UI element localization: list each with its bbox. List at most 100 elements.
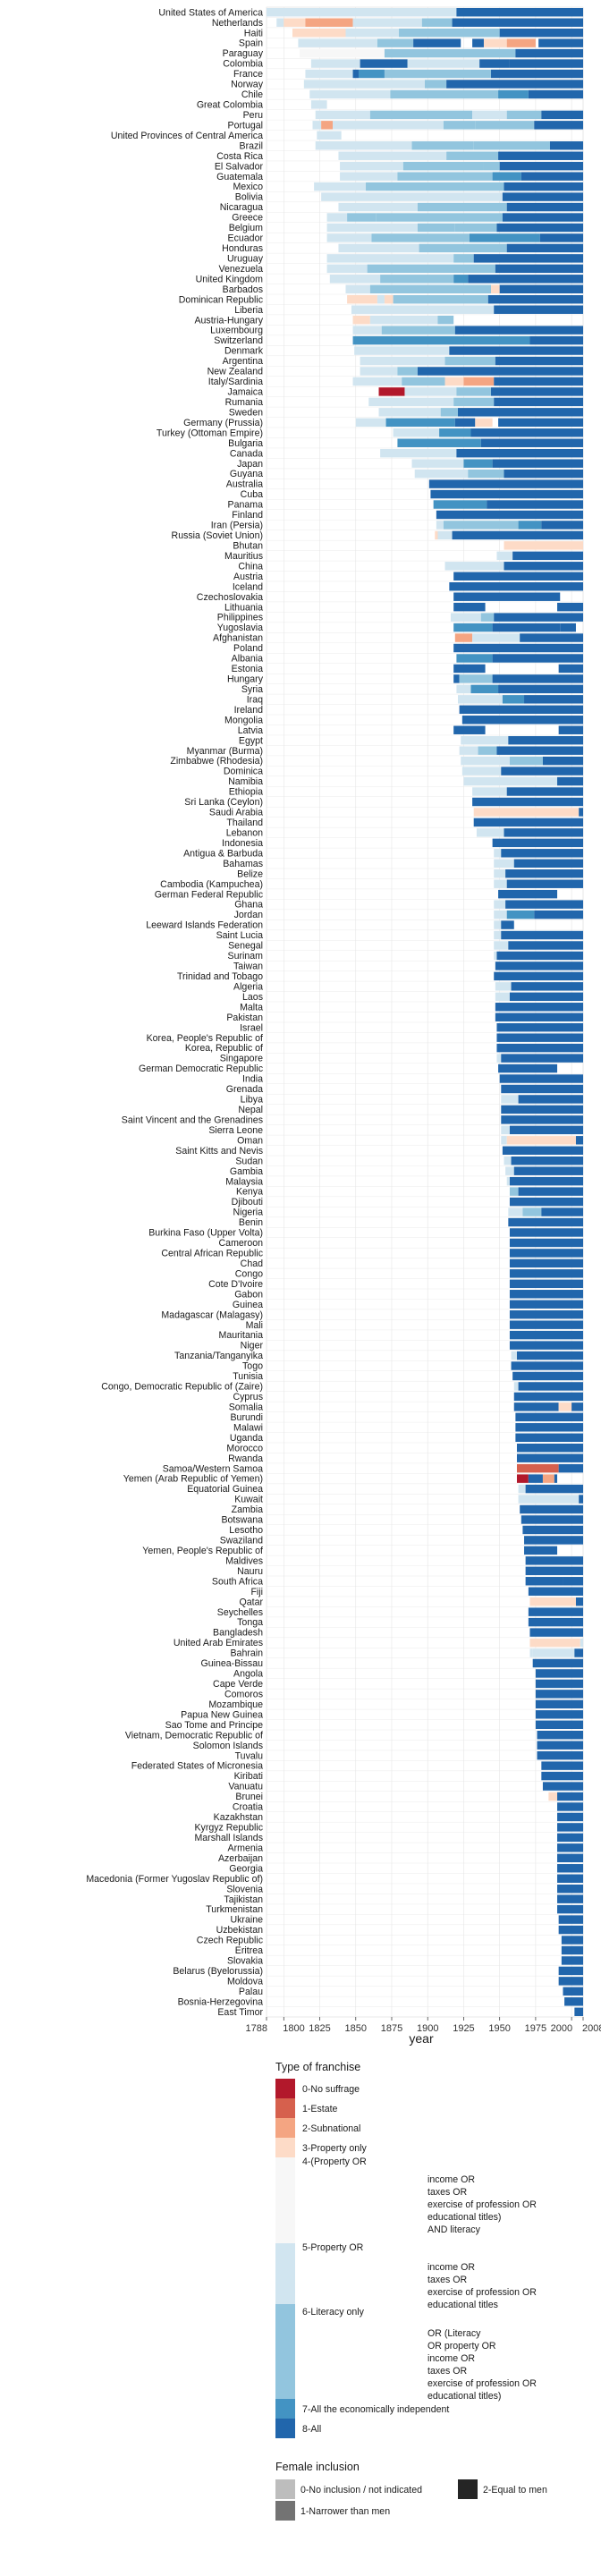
franchise-segment [317,131,342,140]
franchise-segment [483,161,500,171]
franchise-segment [501,930,583,940]
franchise-segment [561,1956,583,1965]
franchise-segment [345,284,370,293]
franchise-segment [444,356,495,366]
franchise-segment [463,459,493,468]
franchise-segment [369,110,473,120]
franchise-segment [494,930,502,940]
franchise-segment [329,275,381,284]
franchise-segment [513,1166,583,1175]
female-inclusion-legend: Female inclusion 0-No inclusion / not ind… [275,2461,547,2521]
country-label: Samoa/Western Samoa [163,1463,263,1474]
franchise-segment [390,89,499,99]
franchise-segment [358,69,385,79]
franchise-segment [557,1864,583,1873]
country-label: Switzerland [214,335,263,346]
franchise-segment [352,69,359,79]
franchise-segment [300,48,385,58]
franchise-segment [276,18,284,27]
franchise-segment [509,1176,583,1186]
franchise-segment [453,623,493,632]
franchise-segment [502,1146,583,1155]
franchise-segment [495,1013,583,1021]
franchise-segment [436,510,583,520]
franchise-segment [446,151,499,160]
country-label: Niger [241,1341,264,1352]
franchise-segment [557,1823,583,1832]
franchise-segment [456,448,583,458]
franchise-segment [454,326,583,335]
franchise-segment [499,161,583,171]
franchise-segment [305,69,353,79]
country-label: Spain [239,38,263,49]
franchise-segment [461,735,509,745]
franchise-segment [475,121,535,130]
legend-label: 2-Subnational [302,2123,360,2134]
country-label: United States of America [158,7,263,18]
franchise-segment [458,695,503,704]
franchise-segment [515,1412,583,1422]
country-label: Dominica [224,767,263,777]
country-label: El Salvador [215,161,264,172]
franchise-segment [498,151,583,160]
franchise-segment [352,18,422,27]
franchise-segment [443,521,519,530]
country-label: Pakistan [226,1013,263,1023]
franchise-segment [352,326,382,335]
franchise-segment [509,1330,583,1340]
franchise-segment [511,1157,583,1165]
legend-key [275,2419,295,2438]
country-label: Argentina [223,356,263,367]
country-label: Italy/Sardinia [208,377,263,387]
country-label: Malawi [233,1422,263,1433]
legend-label: 7-All the economically independent [302,2404,449,2415]
country-label: Georgia [229,1863,263,1874]
franchise-segment [352,377,402,386]
country-label: Panama [228,500,264,511]
franchise-segment [315,110,370,120]
franchise-segment [321,121,334,130]
franchise-segment [314,182,367,191]
country-label: Honduras [222,243,263,254]
franchise-segment [303,80,425,89]
franchise-legend: Type of franchise 0-No suffrage 1-Estate 2-… [275,2061,537,2438]
country-label: Australia [226,479,263,490]
franchise-segment [502,192,583,201]
country-label: Armenia [228,1843,264,1853]
franchise-segment [561,1945,583,1955]
country-label: Fiji [250,1587,263,1597]
franchise-segment [483,38,507,47]
country-label: Hungary [227,674,264,685]
country-label: Antigua & Barbuda [183,848,263,859]
franchise-segment [515,48,583,58]
franchise-bars [267,8,583,2016]
country-label: Malaysia [225,1176,263,1187]
franchise-segment [437,530,453,540]
country-label: Mali [246,1320,263,1331]
franchise-segment [491,284,500,293]
franchise-segment [309,89,391,99]
franchise-segment [475,418,493,428]
franchise-segment [580,1638,583,1648]
country-labels: United States of AmericaNetherlandsHaiti… [86,7,263,2018]
country-label: Angola [233,1669,263,1680]
franchise-segment [494,613,583,622]
country-label: Uganda [230,1433,263,1444]
country-label: Ecuador [228,233,264,244]
franchise-segment [501,767,583,775]
franchise-segment [535,1699,583,1709]
franchise-segment [298,38,377,47]
franchise-segment [459,705,583,715]
legend-key [275,2138,295,2157]
country-label: Kuwait [234,1495,263,1505]
country-label: Ireland [234,705,263,716]
franchise-segment [473,818,583,827]
country-label: Sao Tome and Principe [165,1720,263,1731]
country-label: Botswana [221,1515,263,1526]
franchise-segment [437,315,454,325]
franchise-segment [498,1063,558,1073]
franchise-segment [515,1423,583,1432]
franchise-segment [450,613,481,622]
franchise-segment [494,920,502,929]
franchise-segment [326,254,454,263]
